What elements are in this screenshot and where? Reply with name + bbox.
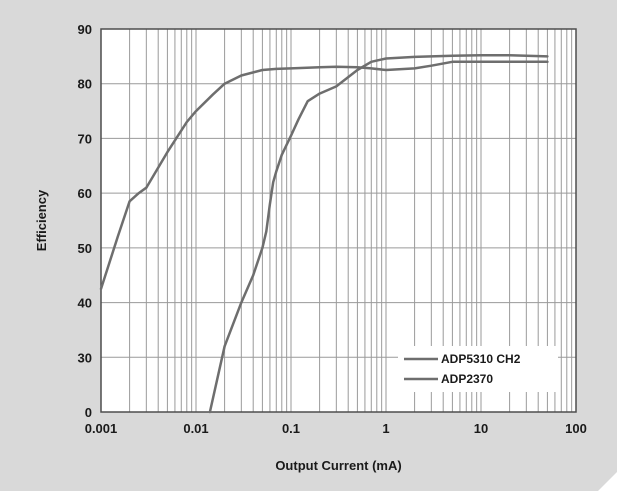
y-tick-label: 80: [78, 77, 92, 92]
legend-label-adp5310: ADP5310 CH2: [441, 352, 521, 366]
x-tick-label: 0.01: [183, 421, 208, 436]
plot-border: [100, 28, 577, 413]
y-tick-label: 60: [78, 186, 92, 201]
series-lines: [99, 54, 549, 414]
series-line-adp5310: [99, 60, 549, 291]
x-tick-labels: 0.001 0.01 0.1 1 10 100: [85, 421, 587, 436]
x-tick-label: 100: [565, 421, 587, 436]
x-axis-title: Output Current (mA): [275, 458, 401, 473]
y-axis-title: Efficiency: [34, 189, 49, 251]
y-tick-label: 40: [78, 296, 92, 311]
x-tick-label: 0.001: [85, 421, 118, 436]
plot-border-rect: [100, 28, 577, 413]
y-tick-label: 30: [78, 350, 92, 365]
x-tick-label: 0.1: [282, 421, 300, 436]
y-tick-label: 0: [85, 405, 92, 420]
x-tick-label: 10: [474, 421, 488, 436]
legend-box: [398, 346, 558, 392]
y-tick-label: 50: [78, 241, 92, 256]
y-tick-label: 70: [78, 131, 92, 146]
series-line-adp2370: [208, 54, 549, 414]
legend: ADP5310 CH2 ADP2370: [398, 346, 558, 392]
legend-label-adp2370: ADP2370: [441, 372, 493, 386]
x-tick-label: 1: [382, 421, 389, 436]
y-tick-label: 90: [78, 22, 92, 37]
y-tick-labels: 0 30 40 50 60 70 80 90: [78, 22, 92, 420]
